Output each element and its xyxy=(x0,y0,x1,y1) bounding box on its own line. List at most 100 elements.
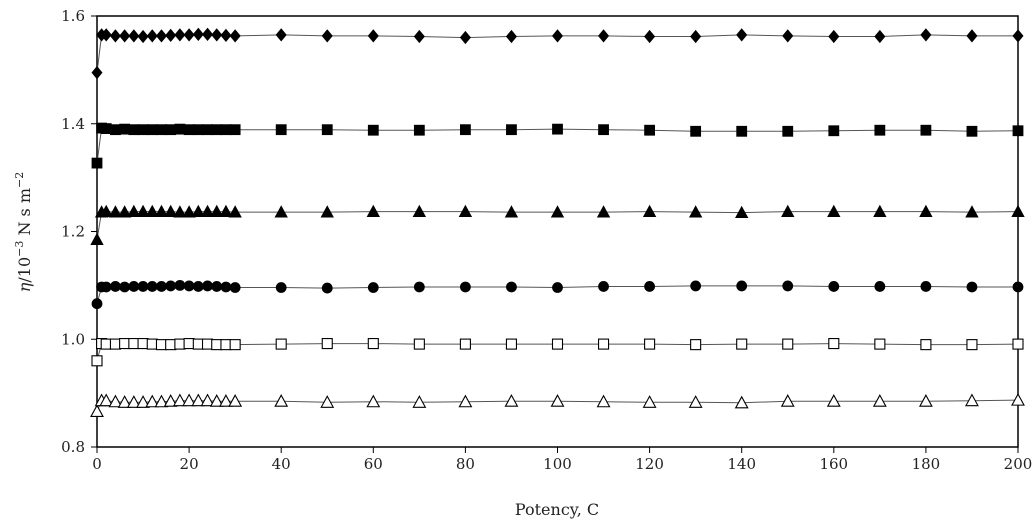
y-axis-exp1: −3 xyxy=(13,241,26,257)
data-point-open-square xyxy=(966,339,978,351)
data-point-open-triangle xyxy=(182,393,197,407)
data-point-filled-diamond xyxy=(201,27,214,41)
data-point-filled-diamond xyxy=(165,28,177,43)
data-point-filled-square xyxy=(119,123,131,135)
data-point-open-square xyxy=(100,338,112,350)
data-point-open-triangle xyxy=(1011,392,1025,406)
data-point-open-square xyxy=(165,339,177,351)
data-point-open-triangle xyxy=(108,394,123,408)
data-point-filled-diamond xyxy=(192,27,204,41)
x-tick-label: 80 xyxy=(456,455,475,473)
data-point-filled-diamond xyxy=(321,29,333,43)
x-tick-label: 0 xyxy=(92,455,102,473)
data-point-filled-square xyxy=(828,125,840,137)
data-point-filled-triangle xyxy=(182,205,196,218)
data-point-filled-diamond xyxy=(966,29,978,43)
data-point-filled-triangle xyxy=(228,205,242,218)
data-point-open-triangle xyxy=(826,394,841,407)
data-point-filled-diamond xyxy=(91,65,103,80)
data-point-filled-triangle xyxy=(127,204,141,217)
data-point-filled-diamond xyxy=(644,29,656,44)
series-points xyxy=(90,27,1025,417)
data-point-open-triangle xyxy=(412,395,427,408)
data-point-filled-triangle xyxy=(108,205,123,218)
plot-frame xyxy=(96,15,1019,448)
data-point-open-square xyxy=(109,338,121,350)
data-point-filled-triangle xyxy=(550,205,565,218)
x-tick-label: 160 xyxy=(819,455,848,473)
data-point-filled-square xyxy=(183,124,195,136)
data-point-open-triangle xyxy=(320,395,335,408)
data-point-open-triangle xyxy=(126,395,141,408)
data-point-filled-circle xyxy=(1012,281,1024,293)
data-point-filled-triangle xyxy=(642,204,657,217)
data-point-filled-circle xyxy=(644,281,655,292)
y-tick-label: 1.2 xyxy=(61,223,85,241)
data-point-filled-square xyxy=(146,124,158,136)
y-axis-mid: N s m xyxy=(15,188,34,241)
data-point-open-triangle xyxy=(117,395,132,408)
data-point-open-square xyxy=(174,338,186,350)
x-tick-label: 140 xyxy=(727,455,756,473)
data-point-filled-triangle xyxy=(145,204,159,217)
data-point-filled-circle xyxy=(828,281,840,292)
data-point-filled-square xyxy=(220,124,232,136)
data-point-filled-circle xyxy=(110,281,121,292)
data-point-filled-square xyxy=(874,124,886,136)
data-point-open-triangle xyxy=(550,394,565,407)
data-point-filled-triangle xyxy=(200,204,215,217)
x-tick-label: 180 xyxy=(912,455,941,473)
data-point-filled-square xyxy=(736,125,748,137)
data-point-filled-square xyxy=(920,124,932,136)
data-point-filled-circle xyxy=(459,281,471,293)
data-point-open-square xyxy=(367,338,379,350)
data-point-filled-square xyxy=(644,124,655,136)
data-point-filled-triangle xyxy=(919,204,933,217)
data-point-filled-diamond xyxy=(782,29,794,43)
data-point-filled-square xyxy=(275,124,287,136)
data-point-open-square xyxy=(828,338,840,350)
data-point-filled-square xyxy=(966,125,978,137)
data-point-open-square xyxy=(220,339,232,351)
data-point-filled-triangle xyxy=(274,205,288,218)
data-point-open-square xyxy=(1012,338,1024,350)
data-point-open-square xyxy=(459,338,471,350)
data-point-filled-triangle xyxy=(412,204,427,217)
data-point-filled-square xyxy=(782,125,794,137)
axis-ticks: 0 20 40 60 80 100 120 140 160 180 200 0.8 1.0 1.2 1.4 1… xyxy=(61,7,1032,473)
data-point-open-square xyxy=(505,338,518,350)
data-point-filled-diamond xyxy=(211,28,223,42)
data-point-open-square xyxy=(119,338,131,350)
data-point-filled-triangle xyxy=(210,204,224,217)
data-point-filled-diamond xyxy=(736,28,748,42)
data-point-filled-circle xyxy=(156,281,167,292)
y-tick-label: 1.6 xyxy=(61,7,85,25)
data-point-filled-diamond xyxy=(551,29,564,43)
data-point-filled-diamond xyxy=(119,29,131,43)
data-point-filled-square xyxy=(1012,125,1024,137)
data-point-filled-circle xyxy=(874,281,886,292)
data-point-filled-diamond xyxy=(459,30,471,45)
data-point-filled-diamond xyxy=(109,29,121,43)
data-point-filled-square xyxy=(690,125,702,137)
data-point-filled-diamond xyxy=(690,29,702,44)
data-point-filled-diamond xyxy=(598,29,610,43)
data-point-filled-diamond xyxy=(155,29,167,43)
data-point-filled-diamond xyxy=(229,29,241,43)
data-point-filled-circle xyxy=(174,279,186,291)
data-point-open-square xyxy=(736,338,748,350)
data-point-filled-triangle xyxy=(1011,204,1025,217)
data-point-filled-circle xyxy=(137,281,149,292)
data-point-open-triangle xyxy=(688,395,703,408)
data-point-filled-diamond xyxy=(174,28,186,42)
data-point-filled-triangle xyxy=(366,204,380,217)
data-point-filled-circle xyxy=(690,280,702,292)
data-point-filled-circle xyxy=(91,298,103,310)
data-point-open-square xyxy=(146,338,158,350)
data-point-open-triangle xyxy=(209,394,224,407)
data-point-filled-square xyxy=(174,123,186,135)
data-point-filled-triangle xyxy=(164,204,178,217)
data-point-filled-circle xyxy=(367,282,379,293)
data-point-filled-triangle xyxy=(504,205,519,218)
